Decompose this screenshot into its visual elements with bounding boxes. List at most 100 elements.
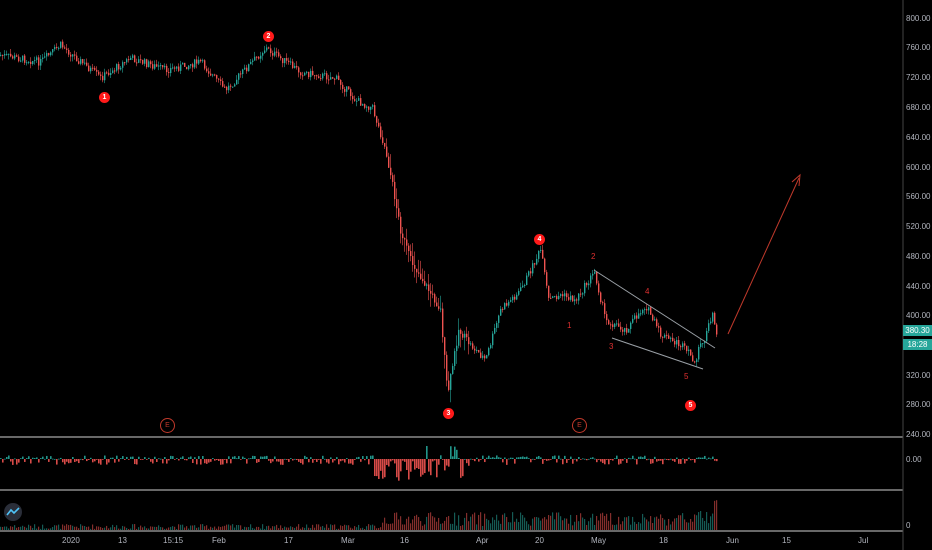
volume-bar	[582, 517, 584, 530]
oscillator-bar	[224, 459, 226, 460]
volume-bar	[432, 516, 434, 530]
earnings-marker[interactable]: E	[572, 418, 587, 433]
volume-bar	[204, 526, 206, 530]
candle-body	[490, 345, 492, 349]
volume-bar	[338, 528, 340, 530]
candle-body	[666, 334, 668, 336]
candle-body	[114, 70, 116, 72]
oscillator-bar	[66, 459, 68, 462]
oscillator-bar	[422, 459, 424, 475]
volume-bar	[420, 521, 422, 530]
oscillator-bar	[458, 458, 460, 459]
oscillator-bar	[122, 456, 124, 459]
oscillator-bar	[62, 459, 64, 463]
volume-bar	[544, 517, 546, 530]
volume-bar	[96, 526, 98, 530]
candle-body	[356, 100, 358, 102]
candle-body	[706, 330, 708, 342]
oscillator-bar	[648, 458, 650, 460]
volume-bar	[288, 527, 290, 530]
candle-body	[146, 59, 148, 68]
oscillator-bar	[544, 459, 546, 460]
volume-bar	[392, 523, 394, 530]
volume-bar	[92, 524, 94, 530]
volume-bar	[368, 524, 370, 530]
oscillator-bar	[376, 459, 378, 477]
volume-bar	[460, 525, 462, 530]
volume-bar	[48, 528, 50, 530]
oscillator-bar	[456, 449, 458, 459]
volume-bar	[478, 514, 480, 530]
oscillator-bar	[150, 459, 152, 462]
oscillator-bar	[420, 459, 422, 477]
candle-body	[138, 59, 140, 63]
volume-bar	[276, 524, 278, 530]
oscillator-bar	[296, 459, 298, 461]
oscillator-bar	[156, 459, 158, 462]
volume-bar	[430, 512, 432, 530]
candle-body	[28, 61, 30, 63]
oscillator-bar	[612, 459, 614, 461]
volume-bar	[126, 527, 128, 530]
volume-bar	[570, 514, 572, 530]
oscillator-bar	[540, 457, 542, 459]
volume-bar	[4, 526, 6, 530]
oscillator-bar	[52, 458, 54, 460]
candle-body	[604, 303, 606, 315]
candle-body	[414, 265, 416, 269]
oscillator-bar	[364, 459, 366, 461]
volume-bar	[464, 517, 466, 530]
candle-body	[284, 58, 286, 64]
tradingview-logo-icon[interactable]	[4, 503, 22, 521]
candle-body	[256, 56, 258, 58]
oscillator-bar	[116, 455, 118, 459]
candle-body	[518, 290, 520, 295]
price-tick-label: 760.00	[906, 43, 931, 52]
candle-body	[300, 72, 302, 76]
volume-bar	[70, 524, 72, 530]
candle-body	[662, 336, 664, 338]
candle-body	[184, 62, 186, 67]
volume-bar	[400, 516, 402, 530]
candle-body	[588, 283, 590, 286]
oscillator-bar	[172, 456, 174, 459]
volume-bar	[300, 528, 302, 530]
oscillator-bar	[576, 459, 578, 462]
candle-body	[668, 335, 670, 339]
oscillator-bar	[380, 459, 382, 471]
candle-body	[144, 59, 146, 64]
oscillator-bar	[608, 459, 610, 465]
oscillator-bar	[428, 459, 430, 472]
volume-bar	[186, 526, 188, 530]
oscillator-bar	[336, 457, 338, 459]
oscillator-bar	[526, 456, 528, 459]
oscillator-bar	[450, 446, 452, 459]
volume-bar	[422, 525, 424, 530]
oscillator-bar	[518, 457, 520, 459]
candle-body	[412, 256, 414, 266]
volume-bar	[502, 514, 504, 530]
candle-body	[106, 72, 108, 74]
volume-bar	[314, 527, 316, 530]
volume-bar	[684, 519, 686, 530]
volume-bar	[346, 525, 348, 530]
volume-bar	[184, 527, 186, 530]
candle-body	[140, 59, 142, 61]
candle-body	[582, 293, 584, 295]
oscillator-bar	[538, 455, 540, 459]
candle-body	[120, 67, 122, 70]
oscillator-bar	[686, 459, 688, 461]
candle-body	[622, 329, 624, 332]
volume-bar	[256, 526, 258, 530]
volume-bar	[312, 524, 314, 530]
oscillator-bar	[246, 459, 248, 464]
oscillator-bar	[106, 459, 108, 465]
earnings-marker[interactable]: E	[160, 418, 175, 433]
candle-body	[432, 293, 434, 295]
candle-body	[516, 294, 518, 300]
candle-body	[512, 296, 514, 301]
volume-bar	[622, 521, 624, 530]
oscillator-bar	[598, 459, 600, 460]
oscillator-bar	[100, 459, 102, 465]
